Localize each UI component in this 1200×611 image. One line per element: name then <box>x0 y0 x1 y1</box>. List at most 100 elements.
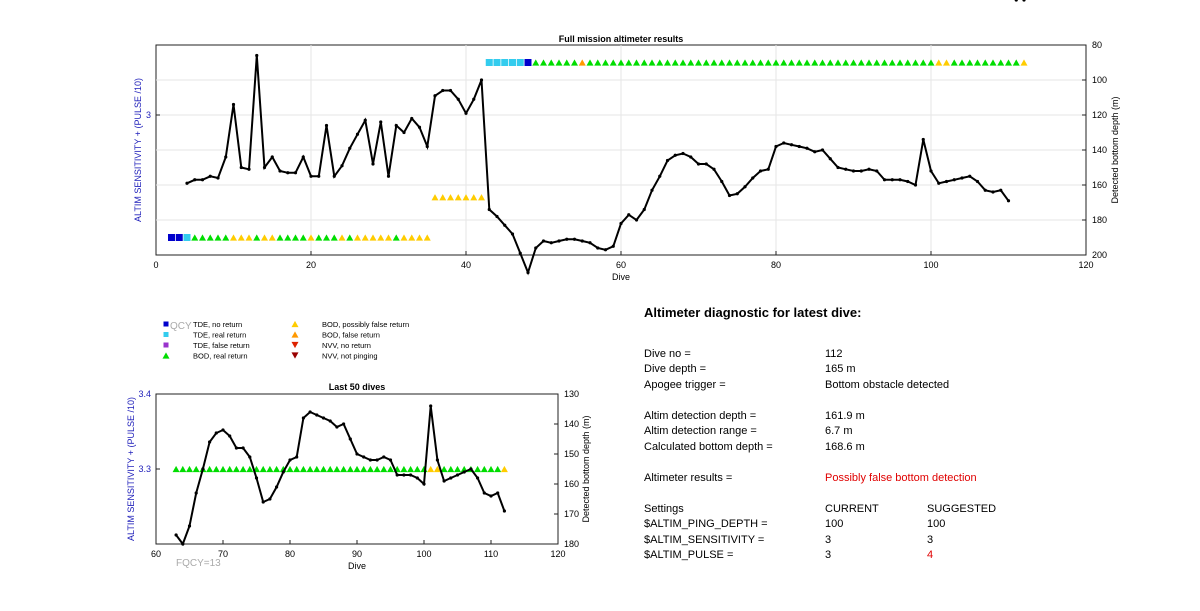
bod-real-return-marker <box>1012 59 1020 66</box>
y-right-tick-label: 130 <box>564 389 579 399</box>
legend-item: TDE, real return <box>163 331 246 340</box>
apogee-value: Bottom obstacle detected <box>825 378 950 391</box>
legend-label: BOD, real return <box>193 352 248 361</box>
bod-possibly-false-marker <box>447 194 454 201</box>
x-tick-label: 100 <box>923 260 938 270</box>
x-axis: 0 20 40 60 80 100 120 <box>153 251 1094 270</box>
depth-point <box>286 171 290 175</box>
bod-real-return-marker <box>912 59 919 66</box>
bod-real-return-marker <box>710 59 718 66</box>
results-value: Possibly false bottom detection <box>825 471 977 484</box>
depth-point <box>751 176 755 180</box>
bod-real-return-marker <box>212 465 220 473</box>
depth-point <box>673 153 677 157</box>
depth-point <box>281 470 285 474</box>
setting-name: $ALTIM_SENSITIVITY = <box>644 533 765 546</box>
depth-point <box>510 232 515 236</box>
bod-real-return-marker <box>387 465 394 473</box>
bod-real-return-marker <box>609 59 617 66</box>
y-right-tick-label: 180 <box>564 539 579 549</box>
depth-point <box>859 169 863 173</box>
bod-real-return-marker <box>997 59 1005 66</box>
tde-no-return-marker <box>524 59 532 66</box>
y-right-tick-label: 100 <box>1092 75 1107 85</box>
depth-point <box>1006 199 1011 203</box>
depth-point <box>696 162 701 166</box>
depth-point <box>689 155 693 159</box>
bod-real-return-marker <box>594 59 602 66</box>
bod-real-return-marker <box>259 465 267 473</box>
x-tick-label: 60 <box>151 549 161 559</box>
bod-real-return-marker <box>293 465 301 473</box>
legend-marker-icon <box>163 332 169 337</box>
depth-point <box>944 179 949 184</box>
setting-row: $ALTIM_SENSITIVITY = 3 3 <box>644 534 1164 550</box>
depth-point <box>254 476 259 480</box>
bod-real-return-marker <box>718 59 726 66</box>
y-left-tick-label: 3.3 <box>138 464 151 474</box>
bod-real-return-marker <box>586 59 594 66</box>
depth-point <box>315 413 319 417</box>
setting-suggested: 100 <box>927 518 946 530</box>
depth-point <box>968 174 972 178</box>
depth-point <box>464 111 468 115</box>
y-right-tick-label: 180 <box>1092 215 1107 225</box>
y-right-tick-label: 120 <box>1092 110 1107 120</box>
bod-real-return-marker <box>780 59 788 66</box>
bod-real-return-marker <box>226 465 234 473</box>
depth-point <box>185 181 189 185</box>
depth-point <box>262 165 267 170</box>
depth-point <box>362 455 366 459</box>
depth-point <box>208 440 212 444</box>
bod-real-return-marker <box>857 59 865 66</box>
depth-point <box>410 116 414 121</box>
y-right-tick-label: 150 <box>564 449 579 459</box>
tde-real-return-marker <box>183 234 191 241</box>
bod-real-return-marker <box>919 59 927 66</box>
x-tick-label: 110 <box>484 549 498 559</box>
legend-item: TDE, no return <box>163 320 242 329</box>
depth-point <box>921 137 925 142</box>
settings-label: Settings <box>644 502 684 515</box>
bod-real-return-marker <box>340 465 348 473</box>
depth-point <box>627 213 631 217</box>
depth-point <box>415 476 419 480</box>
depth-point <box>328 419 332 423</box>
bod-real-return-marker <box>617 59 625 66</box>
depth-point <box>200 178 205 182</box>
bod-real-return-marker <box>407 465 415 473</box>
depth-point <box>216 176 220 180</box>
y-left-tick-label: 3 <box>146 110 151 120</box>
depth-point <box>937 181 941 185</box>
bod-real-return-marker <box>400 465 408 473</box>
bod-real-return-marker <box>532 59 540 66</box>
bod-possibly-false-marker <box>377 234 385 241</box>
y-right-tick-label: 160 <box>564 479 579 489</box>
depth-point <box>735 192 739 196</box>
depth-point <box>355 452 359 456</box>
depth-point <box>324 123 329 128</box>
altim-depth-row: Altim detection depth = 161.9 m <box>644 410 1164 426</box>
setting-current: 3 <box>825 549 832 561</box>
depth-point <box>321 416 326 420</box>
bod-real-return-marker <box>323 234 330 241</box>
x-tick-label: 90 <box>352 549 362 559</box>
depth-point <box>295 455 299 459</box>
depth-point <box>774 144 778 149</box>
bod-real-return-marker <box>299 465 307 473</box>
depth-point <box>611 244 615 248</box>
grid <box>156 45 1086 255</box>
bod-real-return-marker <box>366 465 374 473</box>
setting-row: $ALTIM_PING_DEPTH = 100 100 <box>644 518 1164 534</box>
bod-real-return-marker <box>850 59 857 66</box>
depth-series-points <box>185 0 1026 275</box>
bod-possibly-false-marker <box>943 59 950 66</box>
depth-point <box>766 167 770 171</box>
bod-real-return-marker <box>741 59 749 66</box>
setting-suggested: 4 <box>927 549 934 561</box>
depth-point <box>429 404 433 408</box>
bod-real-return-marker <box>206 234 214 241</box>
bod-possibly-false-marker <box>454 194 462 201</box>
bod-possibly-false-marker <box>245 234 253 241</box>
y-axis-right-label: Detected bottom depth (m) <box>1110 96 1120 203</box>
